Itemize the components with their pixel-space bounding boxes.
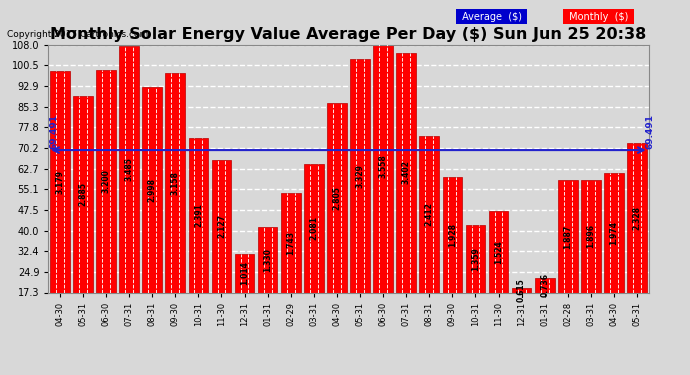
Bar — [396, 53, 416, 292]
Text: 2.805: 2.805 — [333, 186, 342, 210]
Bar — [558, 180, 578, 292]
Title: Monthly Solar Energy Value Average Per Day ($) Sun Jun 25 20:38: Monthly Solar Energy Value Average Per D… — [50, 27, 647, 42]
Bar — [489, 211, 509, 292]
Bar — [304, 164, 324, 292]
Text: 1.014: 1.014 — [240, 261, 249, 285]
Bar — [535, 278, 555, 292]
Text: 0.736: 0.736 — [540, 273, 549, 297]
Bar — [50, 71, 70, 292]
Bar — [258, 228, 277, 292]
Bar — [373, 39, 393, 292]
Bar — [581, 180, 601, 292]
Text: 3.558: 3.558 — [379, 154, 388, 178]
Text: 3.158: 3.158 — [171, 171, 180, 195]
Bar — [166, 73, 185, 292]
Text: 2.328: 2.328 — [633, 206, 642, 230]
Text: 1.974: 1.974 — [609, 221, 618, 245]
Bar — [466, 225, 485, 292]
Bar — [188, 138, 208, 292]
Text: 2.391: 2.391 — [194, 203, 203, 227]
Text: 2.127: 2.127 — [217, 214, 226, 238]
Text: 1.330: 1.330 — [263, 248, 272, 272]
Text: 2.081: 2.081 — [309, 216, 318, 240]
Bar — [212, 160, 231, 292]
Text: 3.200: 3.200 — [101, 169, 110, 193]
Text: 1.896: 1.896 — [586, 224, 595, 248]
Bar — [96, 70, 116, 292]
Text: Monthly  ($): Monthly ($) — [566, 12, 631, 22]
Text: 1.928: 1.928 — [448, 223, 457, 247]
Text: Copyright 2017 Cartronics.com: Copyright 2017 Cartronics.com — [7, 30, 148, 39]
Text: 1.524: 1.524 — [494, 240, 503, 264]
Text: 2.412: 2.412 — [425, 202, 434, 226]
Text: 1.359: 1.359 — [471, 247, 480, 271]
Text: 0.615: 0.615 — [517, 278, 526, 302]
Bar — [119, 46, 139, 292]
Bar — [235, 254, 255, 292]
Bar — [512, 288, 531, 292]
Text: 3.402: 3.402 — [402, 160, 411, 184]
Bar — [351, 59, 370, 292]
Text: 1.887: 1.887 — [563, 224, 572, 249]
Text: 1.743: 1.743 — [286, 231, 295, 255]
Text: 69.491: 69.491 — [646, 114, 655, 149]
Text: 3.179: 3.179 — [55, 170, 64, 194]
Text: Average  ($): Average ($) — [459, 12, 525, 22]
Text: 3.485: 3.485 — [125, 157, 134, 181]
Text: 2.885: 2.885 — [79, 182, 88, 206]
Text: 2.998: 2.998 — [148, 178, 157, 202]
Bar — [142, 87, 162, 292]
Bar — [627, 143, 647, 292]
Bar — [604, 173, 624, 292]
Bar — [420, 136, 439, 292]
Text: 69.491: 69.491 — [50, 114, 59, 149]
Bar — [327, 103, 346, 292]
Bar — [442, 177, 462, 292]
Text: 3.329: 3.329 — [355, 164, 364, 188]
Bar — [281, 193, 301, 292]
Bar — [73, 96, 92, 292]
